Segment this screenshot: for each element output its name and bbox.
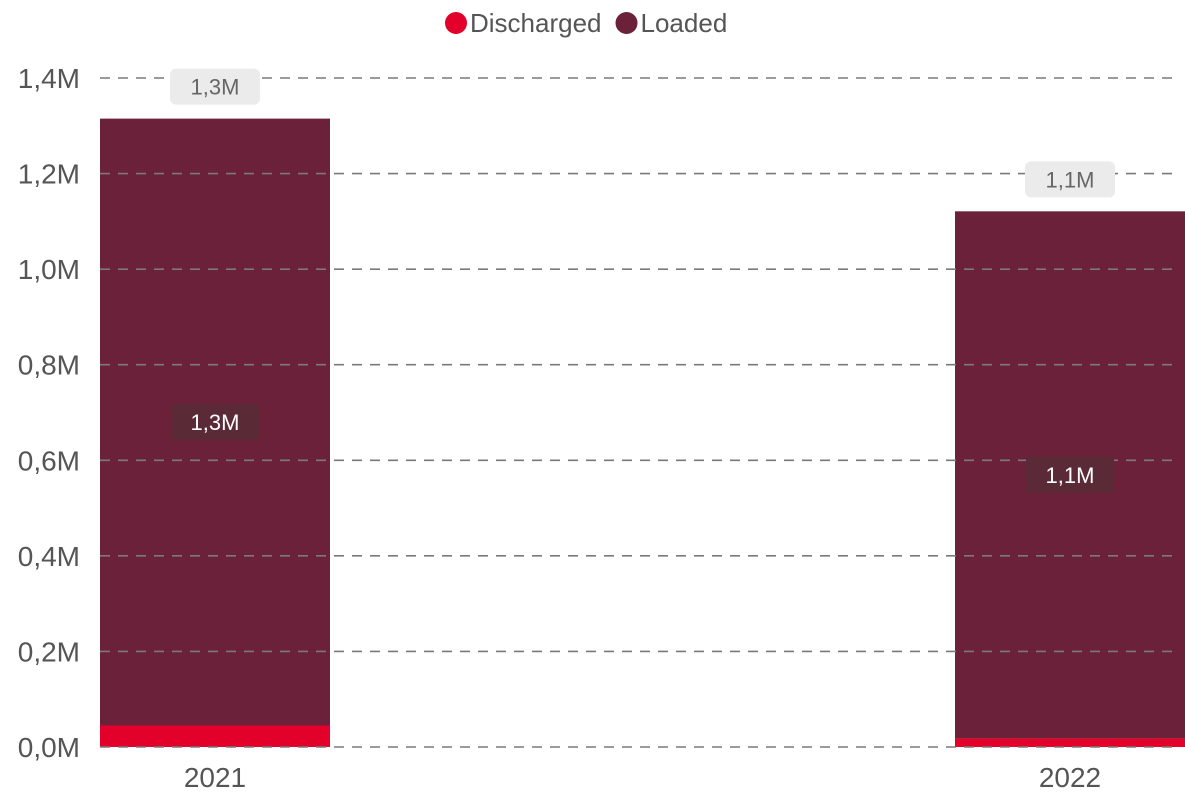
y-tick-label: 0,0M bbox=[18, 732, 80, 763]
y-tick-label: 0,4M bbox=[18, 541, 80, 572]
data-label-loaded: 1,1M bbox=[1046, 463, 1095, 488]
total-label: 1,3M bbox=[191, 75, 240, 100]
y-tick-label: 0,2M bbox=[18, 636, 80, 667]
legend-marker-loaded bbox=[615, 12, 638, 34]
total-label-box bbox=[1025, 161, 1115, 198]
legend-label-loaded: Loaded bbox=[641, 8, 728, 38]
y-tick-label: 1,0M bbox=[18, 254, 80, 285]
total-label-box bbox=[170, 68, 260, 105]
data-label-loaded: 1,3M bbox=[191, 410, 240, 435]
bar-discharged-2022 bbox=[955, 738, 1185, 747]
legend-marker-discharged bbox=[445, 12, 467, 34]
total-label: 1,1M bbox=[1046, 167, 1095, 192]
data-label-box bbox=[1026, 456, 1114, 493]
x-tick-label: 2022 bbox=[1039, 762, 1101, 792]
x-tick-label: 2021 bbox=[184, 762, 246, 792]
y-tick-label: 1,4M bbox=[18, 63, 80, 94]
y-tick-label: 0,8M bbox=[18, 350, 80, 381]
bar-discharged-2021 bbox=[100, 725, 330, 747]
y-tick-label: 1,2M bbox=[18, 159, 80, 190]
data-label-box bbox=[171, 404, 259, 441]
y-tick-label: 0,6M bbox=[18, 445, 80, 476]
legend-label-discharged: Discharged bbox=[470, 8, 602, 38]
